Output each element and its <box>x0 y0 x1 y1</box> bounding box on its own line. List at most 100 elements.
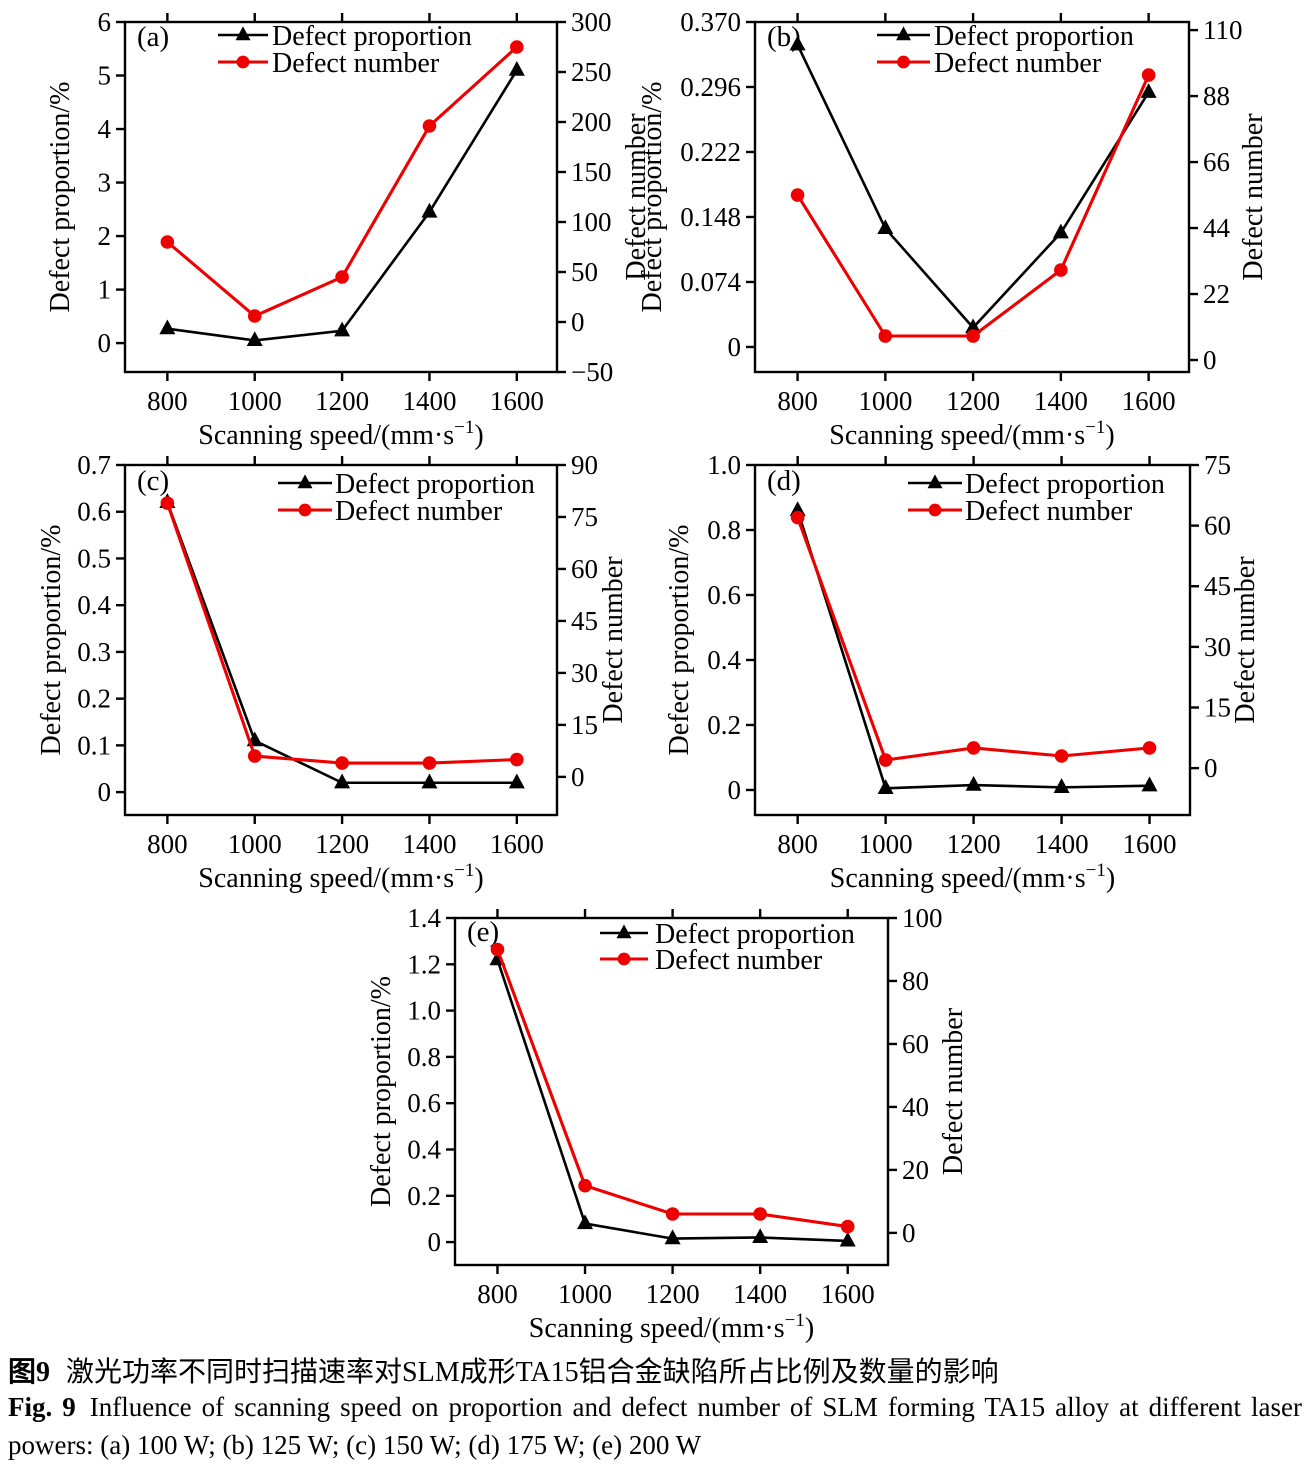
chart-b-defect-number-point <box>790 188 805 202</box>
chart-d-x-tick-label: 1000 <box>859 829 913 859</box>
chart-a-defect-number-point <box>510 40 524 54</box>
chart-c-defect-number-line <box>165 502 517 765</box>
chart-d-defect-proportion-point <box>965 775 982 791</box>
chart-a-right-tick-label: 0 <box>571 307 585 337</box>
chart-b-defect-proportion-point <box>789 35 806 51</box>
chart-c-x-tick-label: 1600 <box>490 829 544 859</box>
chart-a-legend-label-1: Defect number <box>272 48 440 79</box>
chart-d-x-tick-label: 1400 <box>1035 829 1089 859</box>
chart-a-x-tick-label: 800 <box>147 386 188 416</box>
chart-c-defect-number-point <box>247 749 262 763</box>
chart-a-right-tick-label: 50 <box>571 257 598 287</box>
chart-b-right-tick-label: 110 <box>1203 15 1243 45</box>
chart-e-legend-triangle-marker <box>616 924 632 939</box>
chart-b-x-tick-label: 800 <box>777 386 818 416</box>
chart-a-defect-proportion-line <box>167 69 518 342</box>
chart-e-legend-label-0: Defect proportion <box>655 919 855 950</box>
chart-a-left-tick-label: 3 <box>98 168 112 198</box>
chart-e-x-tick-label: 800 <box>477 1279 518 1309</box>
chart-a-legend-triangle-marker <box>235 26 251 41</box>
chart-c-right-tick-label: 90 <box>571 450 598 480</box>
chart-e-defect-proportion-point <box>752 1228 769 1244</box>
chart-a-left-tick-label: 0 <box>98 328 112 358</box>
chart-d-panel-label: (d) <box>767 465 801 497</box>
chart-c-panel-label: (c) <box>137 465 169 497</box>
chart-e-left-tick-label: 1.0 <box>407 996 441 1026</box>
chart-c-defect-proportion-point <box>421 773 438 789</box>
chart-e-defect-proportion-line <box>496 959 848 1243</box>
chart-b-defect-number-point <box>878 329 893 343</box>
chart-a-right-tick-label: 150 <box>571 157 612 187</box>
chart-c-left-tick-label: 0.2 <box>77 684 111 714</box>
chart-b-defect-proportion-point <box>1052 223 1069 239</box>
chart-d-right-tick-label: 45 <box>1204 571 1231 601</box>
chart-e-x-tick-label: 1400 <box>733 1279 787 1309</box>
chart-e-defect-proportion-point <box>839 1231 856 1247</box>
chart-c-right-axis-title: Defect number <box>598 556 629 724</box>
chart-e-left-tick-label: 0.6 <box>407 1088 441 1118</box>
caption-chinese-text: 激光功率不同时扫描速率对SLM成形TA15铝合金缺陷所占比例及数量的影响 <box>66 1357 999 1388</box>
chart-c-x-axis-title: Scanning speed/(mm·s−1) <box>198 860 483 894</box>
chart-d-right-tick-label: 15 <box>1204 692 1231 722</box>
chart-c-right-tick-label: 30 <box>571 658 598 688</box>
chart-a-defect-proportion-point <box>508 60 525 76</box>
chart-a-right-axis-title: Defect number <box>621 113 652 281</box>
chart-e-right-tick-label: 0 <box>902 1218 916 1248</box>
chart-b-left-tick-label: 0 <box>728 332 742 362</box>
chart-e-defect-number-point <box>578 1178 592 1193</box>
chart-a-x-tick-label: 1400 <box>402 386 456 416</box>
chart-c-right-tick-label: 75 <box>571 502 598 532</box>
chart-a-left-tick-label: 5 <box>98 61 112 91</box>
chart-a-left-tick-label: 6 <box>98 7 112 37</box>
chart-a-legend-circle-marker <box>236 55 250 69</box>
chart-a-legend-label-0: Defect proportion <box>272 21 472 52</box>
chart-a-defect-proportion-point <box>334 321 351 337</box>
chart-d-defect-number-point <box>790 510 805 525</box>
chart-c-x-tick-label: 1200 <box>315 829 369 859</box>
chart-c-legend-label-1: Defect number <box>335 496 503 527</box>
chart-b-right-axis-title: Defect number <box>1238 113 1269 281</box>
chart-b-defect-number-point <box>1141 68 1156 82</box>
chart-d-left-tick-label: 0.4 <box>707 645 741 675</box>
caption-english-line1: Fig. 9 Influence of scanning speed on pro… <box>8 1392 1302 1423</box>
chart-a-right-tick-label: 300 <box>571 7 612 37</box>
chart-d-defect-number-point <box>1054 749 1069 763</box>
chart-d-defect-proportion-point <box>1053 778 1070 793</box>
chart-b-right-tick-label: 66 <box>1203 147 1230 177</box>
chart-e-left-tick-label: 0.8 <box>407 1042 441 1072</box>
caption-english-label: Fig. 9 <box>8 1392 76 1422</box>
chart-d-defect-number-point <box>1142 741 1157 755</box>
chart-a-defect-proportion-point <box>159 319 176 335</box>
chart-c-x-tick-label: 1400 <box>402 829 456 859</box>
chart-b-defect-number-point <box>966 329 980 343</box>
chart-d-legend-triangle-marker <box>927 474 943 489</box>
chart-d-x-axis-title: Scanning speed/(mm·s−1) <box>830 860 1115 894</box>
chart-e-x-tick-label: 1000 <box>558 1279 612 1309</box>
chart-c-right-tick-label: 0 <box>571 762 585 792</box>
caption-english-line2: powers: (a) 100 W; (b) 125 W; (c) 150 W;… <box>8 1430 1302 1461</box>
chart-c-right-tick-label: 15 <box>571 710 598 740</box>
chart-c-right-tick-label: 60 <box>571 554 598 584</box>
chart-b-left-tick-label: 0.074 <box>680 267 741 297</box>
chart-a-x-tick-label: 1000 <box>228 386 282 416</box>
chart-b-defect-number-line <box>796 74 1151 338</box>
chart-c-defect-number-point <box>160 496 175 510</box>
caption-english-line2-text: powers: (a) 100 W; (b) 125 W; (c) 150 W;… <box>8 1430 702 1460</box>
chart-e-left-tick-label: 1.4 <box>407 903 441 933</box>
chart-a-defect-proportion-point <box>246 331 263 347</box>
chart-b-x-tick-label: 1400 <box>1034 386 1088 416</box>
chart-e-left-tick-label: 0.4 <box>407 1134 441 1164</box>
chart-e-x-tick-label: 1600 <box>821 1279 875 1309</box>
chart-e-panel: 800 1000 1200 1400 160000.20.40.60.81.01.21.… <box>366 903 969 1344</box>
chart-a-left-tick-label: 4 <box>98 114 112 144</box>
chart-a-x-tick-label: 1200 <box>315 386 369 416</box>
chart-e-left-tick-label: 1.2 <box>407 949 441 979</box>
chart-c-defect-proportion-point <box>334 773 351 789</box>
chart-b-x-tick-label: 1000 <box>858 386 912 416</box>
chart-e-defect-number-point <box>840 1219 855 1234</box>
caption-chinese-label: 图9 <box>8 1357 51 1388</box>
chart-d-x-tick-label: 800 <box>777 829 818 859</box>
chart-c-left-tick-label: 0 <box>98 777 112 807</box>
chart-c-defect-number-point <box>335 756 349 770</box>
